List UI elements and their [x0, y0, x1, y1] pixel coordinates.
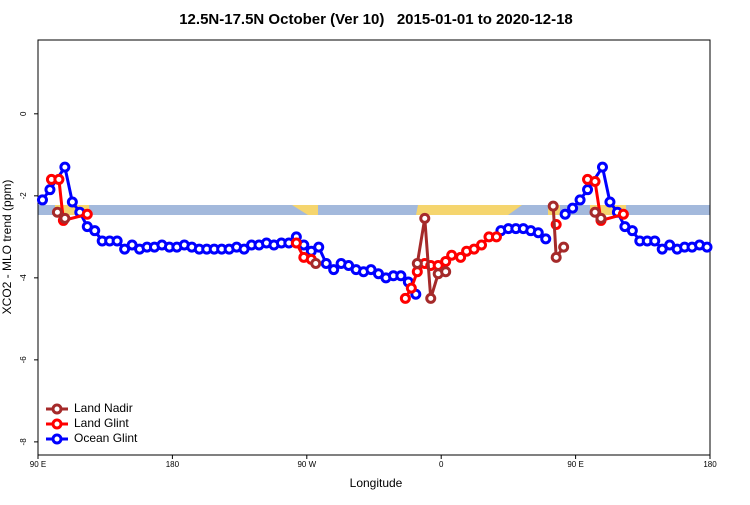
- y-tick-label: -2: [19, 192, 28, 200]
- data-point: [617, 208, 629, 220]
- data-point: [290, 237, 302, 249]
- data-point: [455, 251, 467, 263]
- data-point: [59, 212, 71, 224]
- land-band: [590, 205, 626, 215]
- data-point: [44, 184, 56, 196]
- data-point: [589, 206, 601, 218]
- data-point: [320, 257, 332, 269]
- land-band: [292, 205, 318, 215]
- legend-swatch: [51, 433, 63, 445]
- data-point: [446, 249, 458, 261]
- data-point: [490, 231, 502, 243]
- x-tick-label: 90 E: [30, 460, 46, 469]
- y-tick-label: -6: [19, 356, 28, 364]
- data-point: [399, 292, 411, 304]
- data-point: [51, 206, 63, 218]
- legend-swatch: [51, 403, 63, 415]
- data-point: [59, 161, 71, 173]
- data-point: [411, 257, 423, 269]
- land-band: [416, 205, 522, 215]
- data-point: [532, 227, 544, 239]
- data-point: [589, 175, 601, 187]
- x-tick-label: 180: [703, 460, 717, 469]
- data-point: [559, 208, 571, 220]
- chart-title: 12.5N-17.5N October (Ver 10) 2015-01-01 …: [179, 11, 573, 28]
- data-point: [558, 241, 570, 253]
- legend-swatch: [51, 418, 63, 430]
- data-point: [395, 270, 407, 282]
- data-point: [36, 194, 48, 206]
- data-point: [81, 208, 93, 220]
- x-tick-label: 90 W: [297, 460, 316, 469]
- data-point: [540, 233, 552, 245]
- data-point: [440, 266, 452, 278]
- data-point: [419, 212, 431, 224]
- data-point: [111, 235, 123, 247]
- data-point: [604, 196, 616, 208]
- data-point: [595, 212, 607, 224]
- series-line: [51, 177, 624, 300]
- data-point: [328, 264, 340, 276]
- y-axis-label: XCO2 - MLO trend (ppm): [0, 180, 14, 315]
- data-point: [649, 235, 661, 247]
- data-point: [53, 173, 65, 185]
- x-tick-label: 90 E: [567, 460, 583, 469]
- legend-label: Land Nadir: [74, 401, 133, 415]
- x-axis-label: Longitude: [350, 476, 403, 490]
- y-tick-label: 0: [19, 111, 28, 116]
- legend-label: Land Glint: [74, 416, 129, 430]
- data-point: [66, 196, 78, 208]
- data-point: [440, 255, 452, 267]
- x-tick-label: 180: [166, 460, 180, 469]
- data-point: [547, 200, 559, 212]
- land-band: [55, 205, 89, 215]
- data-point: [310, 257, 322, 269]
- data-point: [574, 194, 586, 206]
- data-point: [89, 225, 101, 237]
- data-point: [476, 239, 488, 251]
- x-tick-label: 0: [439, 460, 444, 469]
- data-point: [582, 184, 594, 196]
- data-point: [701, 241, 713, 253]
- legend-label: Ocean Glint: [74, 431, 138, 445]
- data-point: [405, 282, 417, 294]
- data-point: [626, 225, 638, 237]
- data-point: [425, 292, 437, 304]
- y-tick-label: -4: [19, 274, 28, 282]
- ocean-band: [38, 205, 710, 215]
- data-point: [313, 241, 325, 253]
- data-point: [567, 202, 579, 214]
- data-point: [596, 161, 608, 173]
- data-point: [550, 251, 562, 263]
- y-tick-label: -8: [19, 438, 28, 446]
